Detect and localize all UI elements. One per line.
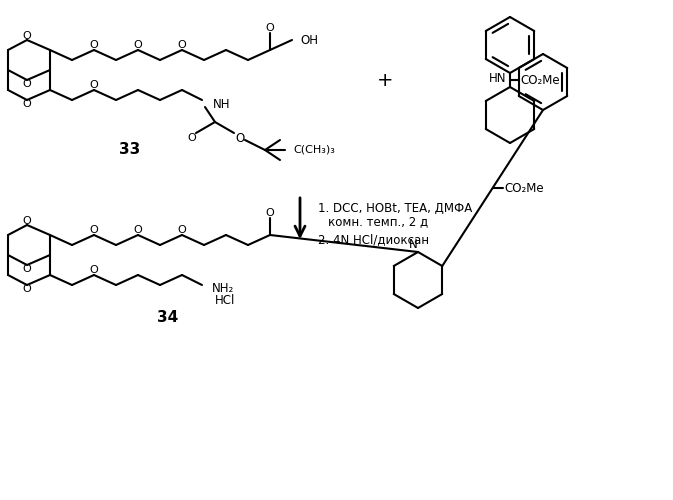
Text: O: O	[90, 80, 98, 90]
Text: 2. 4N HCl/диоксан: 2. 4N HCl/диоксан	[318, 234, 429, 246]
Text: O: O	[236, 132, 244, 144]
Text: 33: 33	[119, 142, 141, 158]
Text: O: O	[23, 79, 32, 89]
Text: O: O	[178, 40, 186, 50]
Text: O: O	[178, 225, 186, 235]
Text: O: O	[23, 264, 32, 274]
Text: C(CH₃)₃: C(CH₃)₃	[293, 145, 335, 155]
Text: комн. темп., 2 д: комн. темп., 2 д	[328, 216, 428, 228]
Text: O: O	[188, 133, 197, 143]
Text: O: O	[90, 265, 98, 275]
Text: O: O	[266, 23, 275, 33]
Text: OH: OH	[300, 34, 318, 46]
Text: HN: HN	[489, 72, 506, 86]
Text: O: O	[23, 216, 32, 226]
Text: 1. DCC, HOBt, TEA, ДМФА: 1. DCC, HOBt, TEA, ДМФА	[318, 202, 472, 214]
Text: O: O	[23, 99, 32, 109]
Text: CO₂Me: CO₂Me	[505, 182, 544, 194]
Text: O: O	[90, 40, 98, 50]
Text: O: O	[23, 31, 32, 41]
Text: O: O	[266, 208, 275, 218]
Text: N: N	[409, 238, 417, 250]
Text: CO₂Me: CO₂Me	[520, 74, 560, 86]
Text: O: O	[23, 284, 32, 294]
Text: HCl: HCl	[215, 294, 236, 306]
Text: O: O	[134, 40, 143, 50]
Text: 34: 34	[157, 310, 178, 324]
Text: O: O	[90, 225, 98, 235]
Text: +: +	[377, 70, 393, 90]
Text: NH: NH	[213, 98, 230, 110]
Text: O: O	[134, 225, 143, 235]
Text: NH₂: NH₂	[212, 282, 234, 294]
